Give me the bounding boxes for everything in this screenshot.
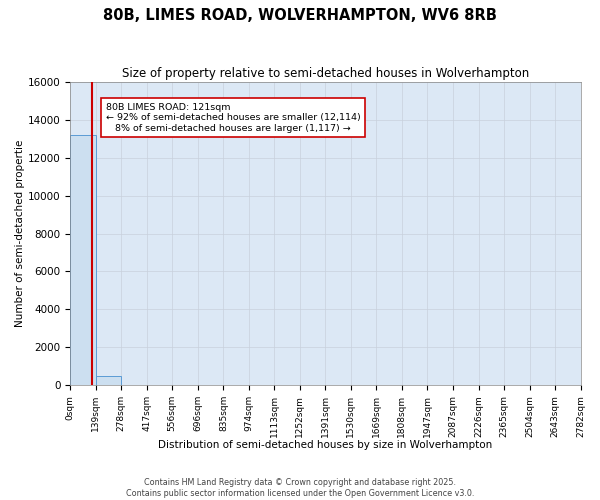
X-axis label: Distribution of semi-detached houses by size in Wolverhampton: Distribution of semi-detached houses by … (158, 440, 493, 450)
Text: Contains HM Land Registry data © Crown copyright and database right 2025.
Contai: Contains HM Land Registry data © Crown c… (126, 478, 474, 498)
Text: 80B LIMES ROAD: 121sqm
← 92% of semi-detached houses are smaller (12,114)
   8% : 80B LIMES ROAD: 121sqm ← 92% of semi-det… (106, 103, 361, 132)
Bar (70, 135, 96, 386)
Bar (96, 376, 121, 386)
Title: Size of property relative to semi-detached houses in Wolverhampton: Size of property relative to semi-detach… (122, 68, 529, 80)
Text: 80B, LIMES ROAD, WOLVERHAMPTON, WV6 8RB: 80B, LIMES ROAD, WOLVERHAMPTON, WV6 8RB (103, 8, 497, 22)
Y-axis label: Number of semi-detached propertie: Number of semi-detached propertie (15, 140, 25, 327)
